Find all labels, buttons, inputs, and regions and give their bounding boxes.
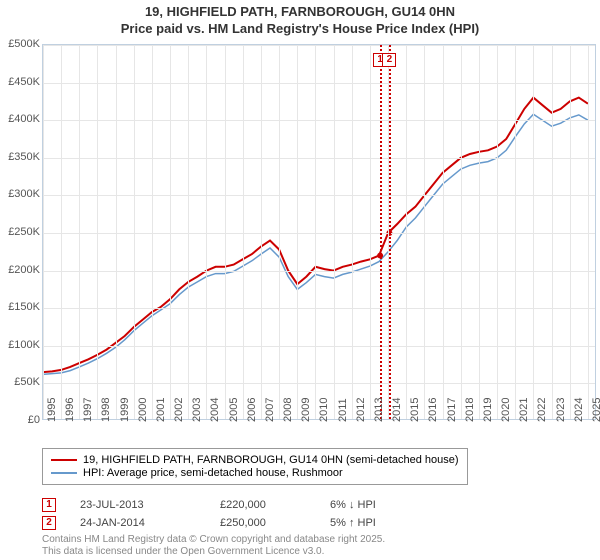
x-tick-label: 2005 — [228, 398, 240, 422]
x-tick-label: 2007 — [264, 398, 276, 422]
legend: 19, HIGHFIELD PATH, FARNBOROUGH, GU14 0H… — [42, 448, 468, 485]
transaction-row: 2 24-JAN-2014£250,0005% ↑ HPI — [42, 514, 430, 532]
x-tick-label: 2017 — [446, 398, 458, 422]
x-tick-label: 2019 — [482, 398, 494, 422]
title-line1: 19, HIGHFIELD PATH, FARNBOROUGH, GU14 0H… — [145, 4, 455, 19]
copyright-line1: Contains HM Land Registry data © Crown c… — [42, 534, 385, 545]
x-tick-label: 2013 — [373, 398, 385, 422]
y-tick-label: £100K — [0, 339, 40, 351]
x-tick-label: 1996 — [64, 398, 76, 422]
transactions-table: 1 23-JUL-2013£220,0006% ↓ HPI 2 24-JAN-2014… — [42, 496, 430, 532]
transaction-date: 24-JAN-2014 — [80, 517, 220, 529]
y-tick-label: £250K — [0, 226, 40, 238]
x-tick-label: 1995 — [46, 398, 58, 422]
x-tick-label: 2022 — [536, 398, 548, 422]
chart-container: 19, HIGHFIELD PATH, FARNBOROUGH, GU14 0H… — [0, 0, 600, 560]
x-tick-label: 2014 — [391, 398, 403, 422]
copyright-line2: This data is licensed under the Open Gov… — [42, 546, 324, 557]
x-tick-label: 2024 — [573, 398, 585, 422]
x-tick-label: 1998 — [100, 398, 112, 422]
x-tick-label: 2009 — [300, 398, 312, 422]
transaction-price: £220,000 — [220, 499, 330, 511]
x-tick-label: 2001 — [155, 398, 167, 422]
copyright: Contains HM Land Registry data © Crown c… — [42, 534, 385, 558]
transaction-price: £250,000 — [220, 517, 330, 529]
x-tick-label: 2015 — [409, 398, 421, 422]
x-tick-label: 2025 — [591, 398, 600, 422]
chart-title: 19, HIGHFIELD PATH, FARNBOROUGH, GU14 0H… — [0, 0, 600, 38]
x-tick-label: 2002 — [173, 398, 185, 422]
x-tick-label: 2008 — [282, 398, 294, 422]
title-line2: Price paid vs. HM Land Registry's House … — [121, 21, 480, 36]
transaction-pct: 5% ↑ HPI — [330, 517, 430, 529]
y-tick-label: £0 — [0, 414, 40, 426]
x-tick-label: 2006 — [246, 398, 258, 422]
y-tick-label: £500K — [0, 38, 40, 50]
transaction-date: 23-JUL-2013 — [80, 499, 220, 511]
legend-label: 19, HIGHFIELD PATH, FARNBOROUGH, GU14 0H… — [83, 454, 459, 466]
y-tick-label: £350K — [0, 151, 40, 163]
transaction-pct: 6% ↓ HPI — [330, 499, 430, 511]
y-tick-label: £300K — [0, 188, 40, 200]
plot-area: 12 — [42, 44, 596, 420]
x-tick-label: 2016 — [427, 398, 439, 422]
x-tick-label: 1997 — [82, 398, 94, 422]
x-tick-label: 2000 — [137, 398, 149, 422]
transaction-row: 1 23-JUL-2013£220,0006% ↓ HPI — [42, 496, 430, 514]
legend-item: HPI: Average price, semi-detached house,… — [51, 467, 459, 479]
event-line — [389, 45, 391, 419]
y-tick-label: £400K — [0, 113, 40, 125]
chart-marker: 2 — [382, 53, 396, 67]
y-tick-label: £50K — [0, 376, 40, 388]
transaction-marker: 2 — [42, 516, 56, 530]
legend-swatch — [51, 472, 77, 474]
x-tick-label: 2021 — [518, 398, 530, 422]
y-tick-label: £450K — [0, 76, 40, 88]
x-tick-label: 2011 — [337, 398, 349, 422]
legend-label: HPI: Average price, semi-detached house,… — [83, 467, 343, 479]
x-tick-label: 2018 — [464, 398, 476, 422]
x-tick-label: 2023 — [555, 398, 567, 422]
x-tick-label: 2020 — [500, 398, 512, 422]
legend-swatch — [51, 459, 77, 461]
y-tick-label: £150K — [0, 301, 40, 313]
x-tick-label: 2010 — [318, 398, 330, 422]
transaction-marker: 1 — [42, 498, 56, 512]
x-tick-label: 1999 — [119, 398, 131, 422]
x-tick-label: 2012 — [355, 398, 367, 422]
event-line — [380, 45, 382, 419]
legend-item: 19, HIGHFIELD PATH, FARNBOROUGH, GU14 0H… — [51, 454, 459, 466]
x-tick-label: 2004 — [209, 398, 221, 422]
y-tick-label: £200K — [0, 264, 40, 276]
x-tick-label: 2003 — [191, 398, 203, 422]
